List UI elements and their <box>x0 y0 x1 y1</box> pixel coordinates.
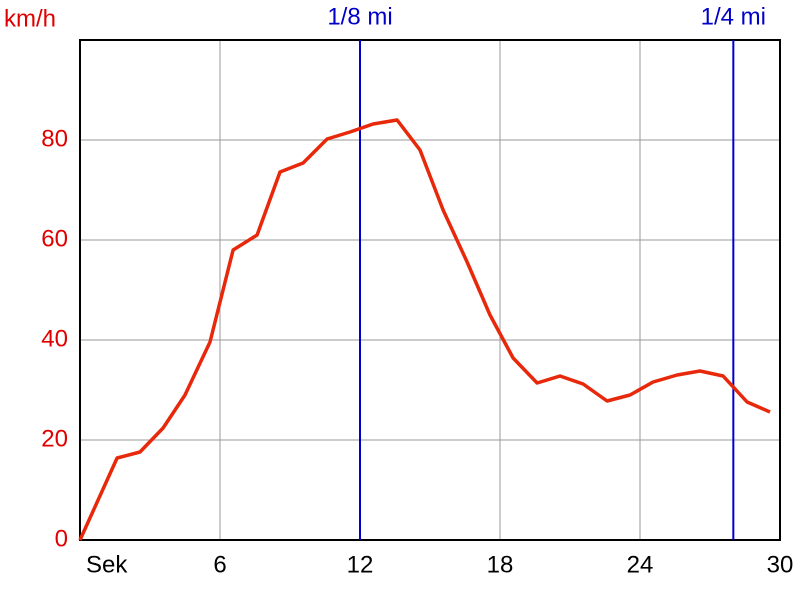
y-tick-label: 0 <box>55 525 68 552</box>
x-tick-label: Sek <box>86 551 128 578</box>
x-tick-label: 6 <box>213 551 226 578</box>
distance-marker-label: 1/8 mi <box>327 3 392 30</box>
plot-frame <box>79 39 781 541</box>
y-tick-label: 60 <box>41 225 68 252</box>
x-tick-label: 12 <box>347 551 374 578</box>
y-axis-label: km/h <box>4 5 56 32</box>
y-tick-label: 40 <box>41 325 68 352</box>
x-tick-label: 30 <box>767 551 794 578</box>
y-tick-label: 20 <box>41 425 68 452</box>
y-tick-label: 80 <box>41 125 68 152</box>
speed-line <box>78 118 771 541</box>
x-tick-label: 18 <box>487 551 514 578</box>
x-tick-label: 24 <box>627 551 654 578</box>
distance-marker-label: 1/4 mi <box>701 3 766 30</box>
